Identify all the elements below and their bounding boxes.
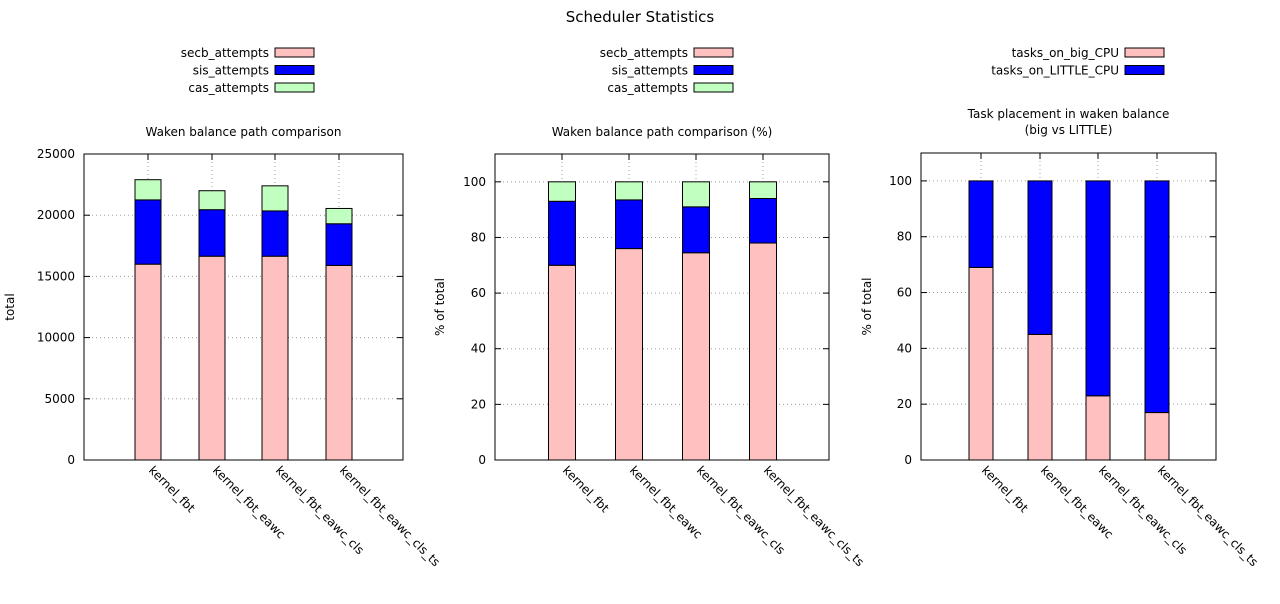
chart-title: Task placement in waken balance: [967, 107, 1170, 121]
bar-segment-tasks-on-big-cpu: [1144, 412, 1170, 461]
legend-label: tasks_on_big_CPU: [1012, 46, 1119, 60]
y-tick-label: 15000: [37, 269, 75, 283]
chart-title: Waken balance path comparison: [146, 125, 342, 139]
chart-title: Waken balance path comparison (%): [552, 125, 773, 139]
legend-swatch: [1124, 47, 1165, 58]
bar-segment-sis-attempts: [615, 199, 643, 250]
legend-swatch: [274, 82, 315, 93]
bar-segment-sis-attempts: [749, 198, 777, 244]
y-tick-label: 25000: [37, 147, 75, 161]
bar-segment-secb-attempts: [198, 255, 226, 461]
chart-subtitle: (big vs LITTLE): [1025, 123, 1113, 137]
y-tick-label: 5000: [44, 392, 75, 406]
y-tick-label: 80: [471, 230, 486, 244]
bar-segment-cas-attempts: [615, 181, 643, 201]
bar-segment-secb-attempts: [548, 264, 576, 461]
y-tick-label: 10000: [37, 331, 75, 345]
legend-label: secb_attempts: [600, 46, 688, 60]
bar-segment-tasks-on-little-cpu: [968, 180, 994, 268]
bar-segment-cas-attempts: [682, 181, 710, 208]
legend-swatch: [693, 82, 734, 93]
y-tick-label: 60: [471, 286, 486, 300]
bar-segment-cas-attempts: [548, 181, 576, 202]
y-tick-label: 80: [897, 230, 912, 244]
legend-label: tasks_on_LITTLE_CPU: [991, 64, 1119, 78]
x-tick-label: kernel_fbt: [560, 463, 612, 515]
x-tick-label: kernel_fbt: [146, 463, 198, 515]
legend-label: sis_attempts: [193, 64, 269, 78]
bar-segment-cas-attempts: [134, 179, 162, 201]
bar-segment-tasks-on-big-cpu: [1027, 333, 1053, 461]
bar-segment-tasks-on-big-cpu: [1085, 395, 1111, 461]
y-tick-label: 60: [897, 286, 912, 300]
bar-segment-secb-attempts: [134, 263, 162, 461]
y-tick-label: 0: [904, 453, 912, 467]
y-tick-label: 100: [463, 175, 486, 189]
y-axis-label: total: [3, 293, 17, 320]
plot-border: [494, 153, 830, 461]
legend-swatch: [693, 47, 734, 58]
bar-segment-secb-attempts: [749, 242, 777, 461]
plot-border: [83, 153, 404, 461]
legend-swatch: [693, 65, 734, 75]
y-tick-label: 20: [471, 397, 486, 411]
x-tick-label: kernel_fbt: [979, 463, 1031, 515]
y-tick-label: 20: [897, 397, 912, 411]
legend-swatch: [1124, 65, 1165, 75]
bar-segment-tasks-on-big-cpu: [968, 266, 994, 461]
x-tick-label: kernel_fbt_eawc: [627, 463, 705, 541]
y-axis-label: % of total: [433, 278, 447, 336]
legend-swatch: [274, 65, 315, 75]
x-tick-label: kernel_fbt_eawc_cls_ts: [337, 463, 443, 569]
bar-segment-tasks-on-little-cpu: [1144, 180, 1170, 414]
bar-segment-cas-attempts: [198, 190, 226, 211]
y-tick-label: 40: [471, 342, 486, 356]
legend-label: sis_attempts: [612, 64, 688, 78]
bar-segment-cas-attempts: [325, 207, 353, 225]
y-tick-label: 20000: [37, 208, 75, 222]
bar-segment-secb-attempts: [682, 252, 710, 461]
bar-segment-sis-attempts: [548, 200, 576, 266]
bar-segment-secb-attempts: [615, 248, 643, 461]
bar-segment-sis-attempts: [134, 199, 162, 265]
bar-segment-sis-attempts: [198, 209, 226, 257]
bar-segment-sis-attempts: [261, 210, 289, 257]
legend-swatch: [274, 47, 315, 58]
legend-label: secb_attempts: [181, 46, 269, 60]
plot-border: [920, 152, 1217, 461]
y-tick-label: 0: [67, 453, 75, 467]
bar-segment-cas-attempts: [261, 185, 289, 212]
chart-panel-waken-balance-total: 0 5000 10000 15000 20000 25000 kernel_fbt kerne…: [3, 46, 443, 569]
x-tick-label: kernel_fbt_eawc_cls_ts: [1155, 463, 1261, 569]
y-tick-label: 40: [897, 341, 912, 355]
y-tick-label: 0: [478, 453, 486, 467]
bar-segment-secb-attempts: [325, 264, 353, 461]
bar-segment-cas-attempts: [749, 181, 777, 200]
figure-title: Scheduler Statistics: [566, 8, 715, 26]
y-tick-label: 100: [889, 174, 912, 188]
y-axis-label: % of total: [860, 277, 874, 335]
bar-segment-tasks-on-little-cpu: [1027, 180, 1053, 335]
bar-segment-sis-attempts: [682, 206, 710, 254]
bar-segment-sis-attempts: [325, 223, 353, 266]
bar-segment-secb-attempts: [261, 255, 289, 461]
bar-segment-tasks-on-little-cpu: [1085, 180, 1111, 397]
legend-label: cas_attempts: [607, 81, 688, 95]
legend-label: cas_attempts: [188, 81, 269, 95]
